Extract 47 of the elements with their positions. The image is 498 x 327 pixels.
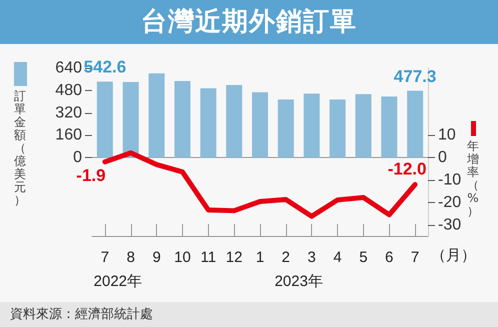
y-tick-label: 0 [73,149,82,166]
x-tick-label: 2 [282,249,290,266]
y-tick-label: 160 [55,126,82,144]
y2-tick-label: -30 [438,216,462,234]
x-tick-label: 5 [359,249,368,266]
y-tick-label: 640 [55,60,82,76]
x-tick-label: 7 [410,249,420,266]
x-tick-label: 3 [308,249,316,266]
bar [381,96,398,158]
bar [304,94,320,158]
bar [148,73,165,158]
x-tick-label: 10 [174,249,191,266]
bar [330,100,346,158]
data-label: 542.6 [84,58,126,77]
y2-tick-label: -20 [438,194,462,211]
x-tick-label: 4 [333,249,342,266]
bar [407,90,424,158]
bar [355,94,372,158]
bar [174,81,190,158]
data-label: -1.9 [76,166,106,185]
bar [200,88,216,158]
x-tick-label: 9 [152,249,161,266]
x-tick-label: 1 [256,249,264,266]
text: 2022年 [94,273,142,290]
bar [252,92,268,158]
y2-tick-label: -10 [438,172,462,188]
x-axis-title: （月） [431,247,476,264]
text: 訂單金額（億美元） [14,89,26,207]
bar [278,100,294,158]
chart-title: 台灣近期外銷訂單 [0,0,498,44]
data-label: -12.0 [388,159,426,178]
x-tick-label: 8 [126,249,135,266]
y-tick-label: 480 [55,82,82,99]
x-tick-label: 6 [385,249,394,266]
x-tick-label: 12 [226,249,242,266]
y-tick-label: 320 [55,104,82,122]
y2-axis-title: 年增率（%） [466,139,480,218]
data-label: 477.3 [394,66,436,86]
y2-tick-label: 10 [438,126,456,144]
source-note: 資料來源：經濟部統計處 [0,302,498,327]
x-tick-label: 11 [200,249,216,266]
bar [122,82,139,158]
bar [226,84,242,158]
x-tick-label: 7 [100,249,110,266]
bar [96,82,113,158]
text: 2023年 [274,273,323,290]
y2-tick-label: 0 [438,149,447,166]
